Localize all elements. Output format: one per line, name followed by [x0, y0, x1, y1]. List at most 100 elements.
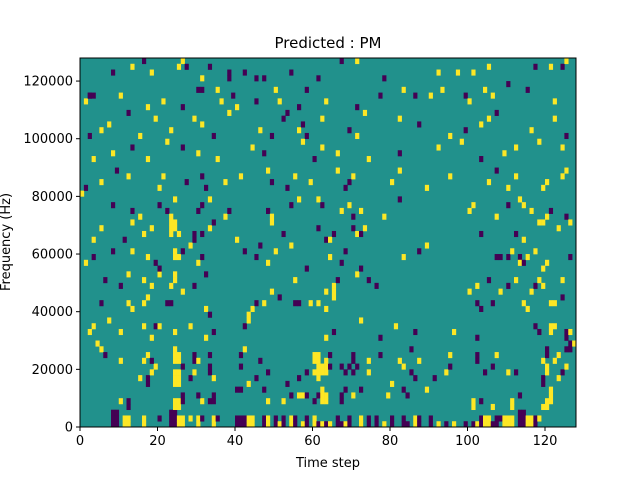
heatmap-cell	[207, 63, 213, 70]
heatmap-cell	[142, 415, 147, 422]
heatmap-cell	[548, 323, 554, 330]
heatmap-cell	[324, 363, 329, 370]
heatmap-cell	[448, 173, 453, 180]
heatmap-cell	[541, 219, 546, 226]
heatmap-cell	[316, 369, 321, 376]
heatmap-cell	[176, 398, 182, 405]
heatmap-cell	[111, 69, 116, 76]
heatmap-cell	[359, 207, 364, 214]
heatmap-cell	[169, 300, 174, 307]
heatmap-cell	[362, 109, 368, 116]
heatmap-cell	[324, 392, 329, 399]
heatmap-cell	[300, 392, 306, 399]
heatmap-cell	[196, 207, 201, 214]
heatmap-cell	[130, 207, 135, 214]
heatmap-cell	[533, 323, 538, 330]
heatmap-cell	[304, 392, 309, 399]
heatmap-cell	[428, 415, 433, 422]
heatmap-cell	[471, 398, 476, 405]
heatmap-cell	[541, 403, 546, 411]
heatmap-cell	[107, 121, 112, 128]
heatmap-cell	[242, 346, 247, 353]
heatmap-cell	[173, 219, 178, 226]
heatmap-cell	[91, 323, 96, 330]
heatmap-cell	[235, 415, 240, 422]
heatmap-cell	[541, 265, 546, 272]
heatmap-cell	[359, 421, 364, 428]
heatmap-cell	[103, 352, 108, 359]
heatmap-cell	[266, 259, 271, 266]
heatmap-cell	[510, 403, 515, 411]
heatmap-cell	[142, 300, 147, 307]
heatmap-cell	[266, 207, 271, 214]
heatmap-cell	[99, 346, 104, 353]
heatmap-cell	[351, 369, 356, 376]
heatmap-cell	[498, 415, 503, 422]
heatmap-cell	[111, 248, 116, 255]
heatmap-cell	[289, 69, 294, 76]
heatmap-cell	[533, 63, 538, 70]
heatmap-cell	[269, 213, 275, 220]
heatmap-cell	[316, 375, 321, 382]
heatmap-cells	[80, 58, 577, 428]
heatmap-cell	[126, 173, 131, 180]
heatmap-cell	[161, 98, 166, 105]
heatmap-cell	[169, 282, 174, 289]
heatmap-cell	[227, 207, 232, 214]
heatmap-cell	[111, 409, 116, 416]
heatmap-cell	[312, 352, 317, 359]
heatmap-cell	[366, 415, 371, 422]
heatmap-cell	[165, 207, 170, 214]
heatmap-cell	[126, 415, 131, 422]
heatmap-cell	[537, 138, 542, 145]
heatmap-cell	[483, 369, 488, 376]
heatmap-cell	[517, 409, 523, 416]
heatmap-cell	[564, 167, 569, 174]
heatmap-cell	[316, 300, 321, 307]
heatmap-cell	[316, 392, 321, 399]
heatmap-cell	[192, 236, 197, 243]
heatmap-cell	[281, 415, 286, 422]
heatmap-cell	[424, 242, 430, 249]
heatmap-cell	[548, 328, 554, 336]
heatmap-cell	[537, 277, 542, 284]
heatmap-cell	[238, 415, 244, 422]
heatmap-cell	[552, 115, 557, 122]
heatmap-cell	[242, 323, 247, 330]
heatmap-cell	[161, 173, 166, 180]
heatmap-cell	[304, 86, 309, 93]
heatmap-cell	[99, 225, 104, 232]
heatmap-cell	[455, 69, 461, 76]
heatmap-cell	[289, 421, 294, 428]
x-tick-label: 0	[76, 434, 84, 449]
heatmap-cell	[521, 259, 526, 266]
heatmap-cell	[173, 403, 178, 411]
heatmap-cell	[157, 202, 162, 209]
heatmap-cell	[401, 363, 406, 370]
heatmap-cell	[459, 138, 464, 145]
heatmap-cell	[258, 357, 263, 364]
heatmap-cell	[479, 121, 484, 128]
heatmap-cell	[351, 173, 356, 180]
heatmap-cell	[545, 369, 550, 376]
heatmap-cell	[269, 132, 275, 140]
heatmap-cell	[548, 63, 554, 70]
heatmap-cell	[382, 75, 387, 82]
heatmap-cell	[188, 375, 193, 382]
heatmap-cell	[258, 127, 263, 134]
heatmap-cell	[359, 265, 364, 272]
heatmap-cell	[227, 69, 232, 76]
heatmap-cell	[262, 415, 267, 422]
y-axis-title: Frequency (Hz)	[0, 193, 14, 291]
heatmap-cell	[401, 86, 406, 93]
heatmap-cell	[114, 415, 120, 422]
heatmap-cell	[176, 415, 182, 422]
heatmap-cell	[176, 421, 182, 428]
heatmap-cell	[254, 300, 259, 307]
heatmap-cell	[180, 398, 185, 405]
heatmap-cell	[324, 357, 329, 364]
heatmap-cell	[273, 86, 278, 93]
heatmap-cell	[126, 421, 131, 428]
heatmap-cell	[196, 392, 201, 399]
